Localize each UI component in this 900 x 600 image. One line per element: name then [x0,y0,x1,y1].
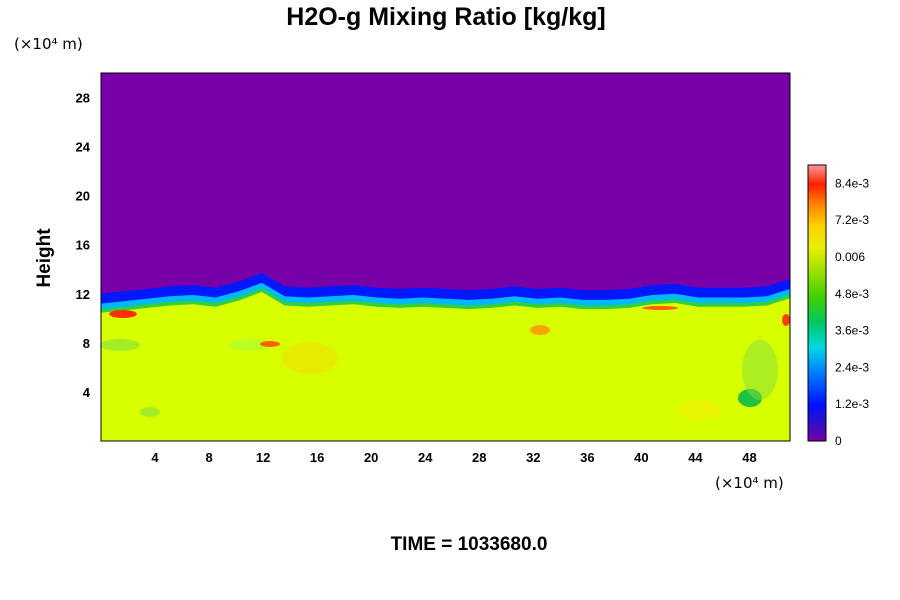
plot-frame [100,72,791,442]
moist-anomaly [109,310,137,318]
y-axis-ticks: 4 8 12 16 20 24 28 [76,91,91,400]
chart-title: H2O-g Mixing Ratio [kg/kg] [286,3,605,31]
colorbar-tick-label: 1.2e-3 [835,397,869,411]
colorbar-tick-label: 8.4e-3 [835,176,869,190]
moist-anomaly [282,342,338,374]
colorbar-ticks: 0 1.2e-3 2.4e-3 3.6e-3 4.8e-3 0.006 7.2e-3 8.4e… [835,176,869,448]
moist-anomaly [140,407,160,417]
x-tick-label: 24 [418,450,433,465]
moist-anomaly [260,341,280,347]
y-axis-label: Height [34,228,55,288]
x-tick-label: 48 [742,450,756,465]
y-tick-label: 16 [76,238,90,253]
colorbar-tick-label: 2.4e-3 [835,360,869,374]
x-tick-label: 8 [205,450,212,465]
x-unit-label: (×10⁴ m) [715,474,784,492]
y-tick-label: 8 [83,336,90,351]
moist-anomaly [782,314,790,326]
moist-layer-top [101,292,790,441]
y-tick-label: 28 [76,91,90,106]
x-tick-label: 16 [310,450,324,465]
moist-anomaly [530,325,550,335]
x-tick-label: 12 [256,450,270,465]
colorbar: 0 1.2e-3 2.4e-3 3.6e-3 4.8e-3 0.006 7.2e-3 8.4e… [807,164,869,448]
y-tick-label: 24 [76,140,91,155]
plot-area [100,72,791,442]
moist-anomaly [678,400,722,420]
y-tick-label: 20 [76,189,90,204]
colorbar-tick-label: 3.6e-3 [835,324,869,338]
moist-anomaly [100,339,140,351]
moist-anomaly [742,340,778,400]
x-tick-label: 4 [151,450,159,465]
colorbar-gradient [807,164,827,442]
y-unit-label: (×10⁴ m) [14,35,83,53]
x-tick-label: 40 [634,450,648,465]
colorbar-tick-label: 0.006 [835,250,865,264]
colorbar-tick-label: 7.2e-3 [835,213,869,227]
x-tick-label: 28 [472,450,486,465]
x-tick-label: 20 [364,450,378,465]
y-tick-label: 4 [83,385,91,400]
moist-anomaly [642,306,678,310]
moist-anomaly [228,339,272,351]
colorbar-tick-label: 0 [835,434,842,448]
x-axis-ticks: 4 8 12 16 20 24 28 32 36 40 44 48 [151,450,756,465]
x-tick-label: 32 [526,450,540,465]
time-label: TIME = 1033680.0 [391,534,548,555]
y-tick-label: 12 [76,287,90,302]
colorbar-tick-label: 4.8e-3 [835,287,869,301]
x-tick-label: 36 [580,450,594,465]
x-tick-label: 44 [688,450,703,465]
